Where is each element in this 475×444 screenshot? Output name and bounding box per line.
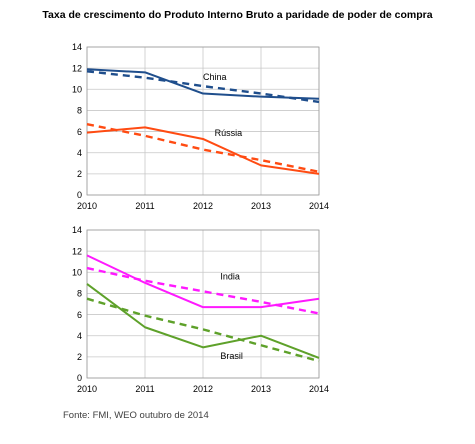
chart-svg-1: 0 2 4 6 8 10 12 14 2010 2011 2012 2013 2014 China Rúss… bbox=[72, 42, 329, 211]
series-label-india: India bbox=[220, 272, 240, 282]
y-tick-label: 4 bbox=[77, 331, 82, 341]
y-tick-label: 2 bbox=[77, 169, 82, 179]
series-line-brasil-solid bbox=[86, 283, 320, 359]
y-tick-label: 8 bbox=[77, 289, 82, 299]
source-note: Fonte: FMI, WEO outubro de 2014 bbox=[63, 410, 209, 421]
series-line-china-dashed bbox=[86, 70, 320, 104]
india-brazil-chart: 0 2 4 6 8 10 12 14 2010 2011 2012 2013 2014 India Bras… bbox=[55, 225, 329, 400]
x-tick-label: 2013 bbox=[251, 201, 271, 211]
y-tick-label: 4 bbox=[77, 148, 82, 158]
y-tick-label: 6 bbox=[77, 127, 82, 137]
y-tick-label: 6 bbox=[77, 310, 82, 320]
y-tick-label: 10 bbox=[72, 84, 82, 94]
x-tick-label: 2014 bbox=[309, 384, 329, 394]
plot-frame bbox=[86, 229, 320, 379]
series-line-india-dashed bbox=[86, 266, 320, 315]
series-line-russia-solid bbox=[86, 126, 320, 175]
series-label-china: China bbox=[203, 72, 227, 82]
x-tick-label: 2013 bbox=[251, 384, 271, 394]
y-tick-label: 0 bbox=[77, 190, 82, 200]
x-tick-label: 2010 bbox=[77, 384, 97, 394]
series-line-india-solid bbox=[86, 254, 320, 309]
plot-frame bbox=[86, 46, 320, 196]
chart-title: Taxa de crescimento do Produto Interno B… bbox=[42, 9, 433, 21]
series-line-russia-dashed bbox=[86, 122, 320, 173]
series-label-russia: Rússia bbox=[215, 128, 243, 138]
x-tick-label: 2012 bbox=[193, 201, 213, 211]
y-tick-label: 0 bbox=[77, 373, 82, 383]
x-tick-label: 2011 bbox=[135, 384, 154, 394]
x-tick-label: 2011 bbox=[135, 201, 154, 211]
chart-svg-2: 0 2 4 6 8 10 12 14 2010 2011 2012 2013 2014 India Bras… bbox=[72, 225, 329, 394]
y-tick-label: 14 bbox=[72, 225, 82, 235]
y-tick-label: 8 bbox=[77, 106, 82, 116]
y-tick-label: 14 bbox=[72, 42, 82, 52]
y-tick-label: 12 bbox=[72, 246, 82, 256]
china-russia-chart: 0 2 4 6 8 10 12 14 2010 2011 2012 2013 2014 China Rúss… bbox=[55, 42, 329, 217]
x-tick-label: 2014 bbox=[309, 201, 329, 211]
series-line-brasil-dashed bbox=[86, 297, 320, 363]
series-label-brasil: Brasil bbox=[220, 351, 243, 361]
y-tick-label: 12 bbox=[72, 63, 82, 73]
x-tick-label: 2010 bbox=[77, 201, 97, 211]
y-tick-label: 10 bbox=[72, 267, 82, 277]
y-tick-label: 2 bbox=[77, 352, 82, 362]
x-tick-label: 2012 bbox=[193, 384, 213, 394]
